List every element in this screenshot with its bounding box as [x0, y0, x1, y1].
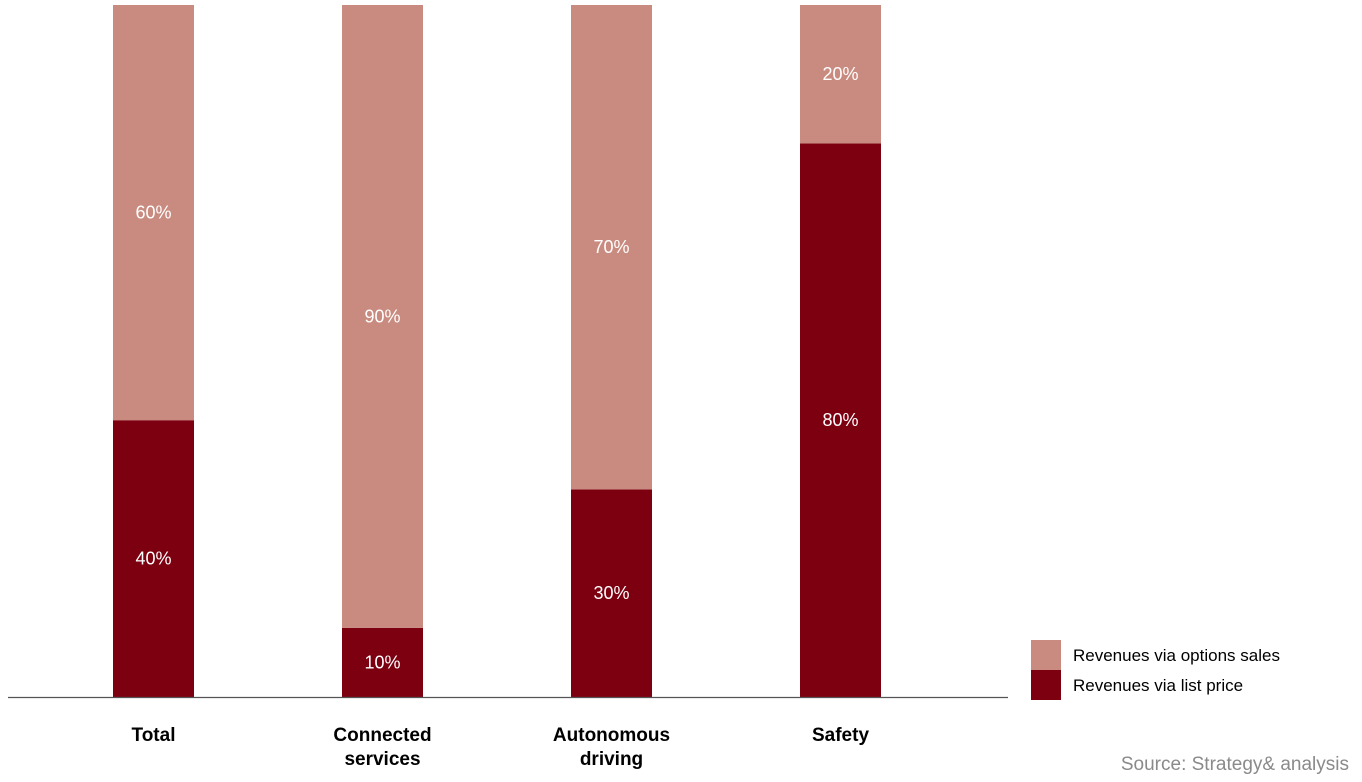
category-label-line: Connected [333, 725, 431, 746]
bar-segment-list-price-3 [800, 143, 881, 697]
category-label-line: driving [580, 749, 643, 770]
category-label-line: Total [132, 725, 176, 746]
bar-segment-list-price-0 [113, 420, 194, 697]
data-label-list-price-2: 30% [593, 583, 629, 603]
bars-layer: 40% 60% 10% 90% 30% 70% 80% 20% [113, 5, 881, 697]
bar-segment-options-sales-2 [571, 5, 652, 490]
data-label-options-sales-3: 20% [822, 64, 858, 84]
legend-label-options-sales: Revenues via options sales [1073, 646, 1280, 665]
data-label-options-sales-2: 70% [593, 237, 629, 257]
legend-swatch-options-sales [1031, 640, 1061, 670]
bar-segment-options-sales-0 [113, 5, 194, 421]
category-labels: Total Connected services Autonomous driving S… [132, 725, 870, 770]
bar-segment-list-price-1 [342, 627, 423, 697]
category-label-2: Autonomous driving [553, 725, 670, 770]
category-label-3: Safety [812, 725, 869, 746]
data-label-list-price-3: 80% [822, 410, 858, 430]
category-label-0: Total [132, 725, 176, 746]
legend-swatch-list-price [1031, 670, 1061, 700]
category-label-1: Connected services [333, 725, 431, 770]
source-note: Source: Strategy& analysis [1121, 754, 1349, 775]
bar-segment-list-price-2 [571, 489, 652, 697]
bar-segment-options-sales-1 [342, 5, 423, 628]
category-label-line: Safety [812, 725, 869, 746]
category-label-line: services [344, 749, 420, 770]
legend: Revenues via options sales Revenues via l… [1031, 640, 1280, 700]
data-label-list-price-0: 40% [135, 549, 171, 569]
bar-segment-options-sales-3 [800, 5, 881, 144]
legend-label-list-price: Revenues via list price [1073, 676, 1243, 695]
category-label-line: Autonomous [553, 725, 670, 746]
data-label-list-price-1: 10% [364, 652, 400, 672]
data-label-options-sales-0: 60% [135, 203, 171, 223]
data-label-options-sales-1: 90% [364, 306, 400, 326]
